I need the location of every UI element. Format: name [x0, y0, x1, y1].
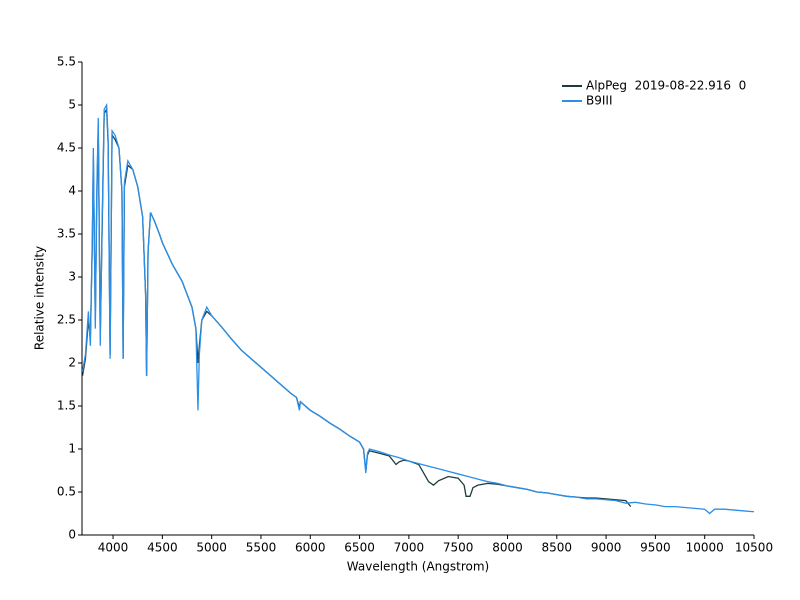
x-tick-label: 7500 [443, 541, 474, 555]
y-tick-label: 4 [68, 184, 76, 198]
x-tick-label: 6500 [344, 541, 375, 555]
x-tick-label: 10500 [735, 541, 773, 555]
x-tick-label: 9000 [591, 541, 622, 555]
y-tick-label: 5.5 [57, 55, 76, 69]
series-line [81, 107, 632, 508]
legend-label: AlpPeg 2019-08-22.916 0 [586, 79, 746, 93]
y-axis-label: Relative intensity [33, 246, 47, 350]
x-tick-label: 10000 [686, 541, 724, 555]
x-axis-label: Wavelength (Angstrom) [347, 560, 489, 574]
y-tick-label: 0.5 [57, 485, 76, 499]
y-tick-label: 3.5 [57, 227, 76, 241]
y-tick-label: 5 [68, 98, 76, 112]
x-tick-label: 9500 [640, 541, 671, 555]
x-tick-label: 6000 [295, 541, 326, 555]
series-line [81, 102, 755, 515]
y-tick-label: 2 [68, 356, 76, 370]
x-tick-label: 5500 [246, 541, 277, 555]
x-tick-label: 4000 [98, 541, 129, 555]
y-tick-label: 1 [68, 442, 76, 456]
x-tick-label: 7000 [394, 541, 425, 555]
legend-label: B9III [586, 94, 612, 108]
x-tick-label: 4500 [147, 541, 178, 555]
x-tick-label: 8500 [542, 541, 573, 555]
y-tick-label: 2.5 [57, 313, 76, 327]
y-tick-label: 0 [68, 528, 76, 542]
x-tick-label: 5000 [196, 541, 227, 555]
x-tick-label: 8000 [492, 541, 523, 555]
y-tick-label: 3 [68, 270, 76, 284]
y-tick-label: 1.5 [57, 399, 76, 413]
y-tick-label: 4.5 [57, 141, 76, 155]
